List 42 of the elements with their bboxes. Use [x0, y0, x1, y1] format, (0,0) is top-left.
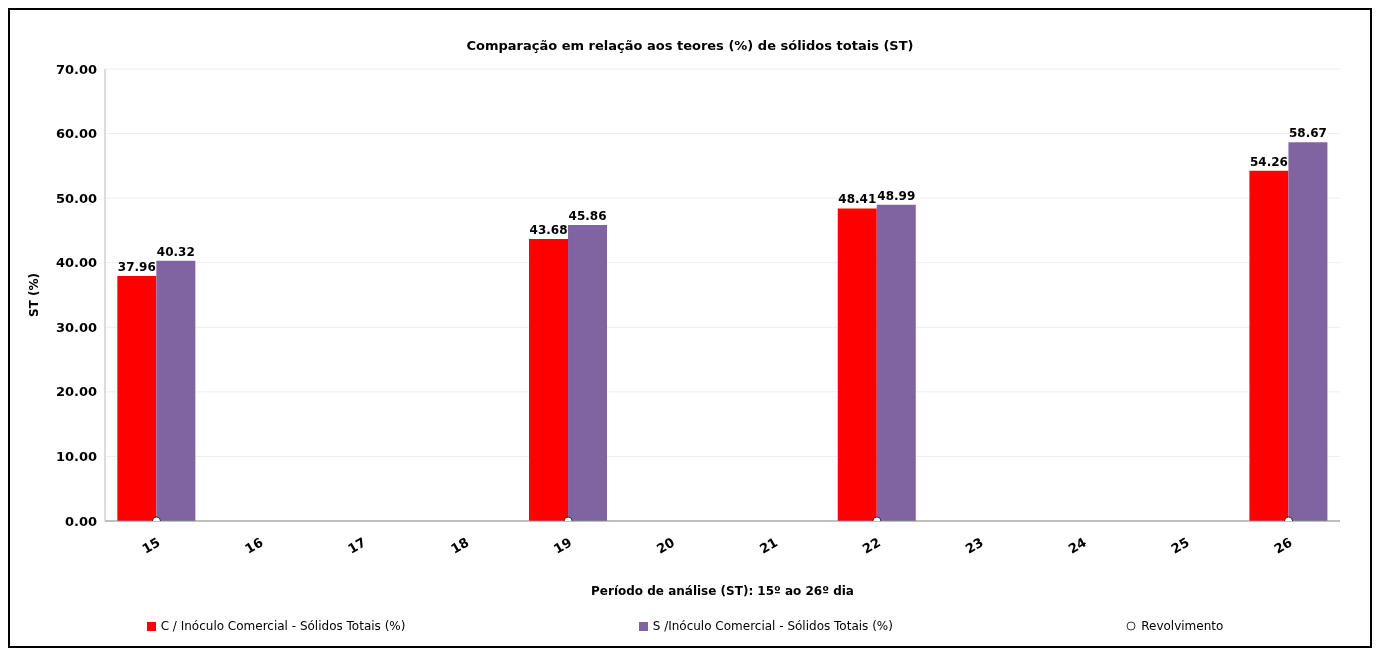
data-label: 48.99 — [877, 188, 916, 203]
data-label: 48.41 — [838, 192, 877, 207]
bar — [529, 238, 569, 521]
x-tick-label: 25 — [1168, 534, 1192, 557]
x-tick-label: 19 — [551, 534, 575, 557]
data-label: 37.96 — [117, 259, 156, 274]
x-tick-label: 26 — [1271, 534, 1295, 557]
y-tick-label: 70.00 — [55, 61, 97, 77]
data-label: 40.32 — [156, 244, 195, 259]
bar — [568, 224, 608, 521]
bar — [837, 208, 877, 521]
y-axis-title: ST (%) — [27, 273, 42, 317]
x-tick-label: 15 — [139, 534, 163, 557]
data-label: 45.86 — [568, 208, 607, 223]
data-label: 43.68 — [529, 222, 568, 237]
y-tick-label: 30.00 — [55, 319, 97, 335]
x-tick-label: 18 — [448, 534, 472, 557]
y-tick-label: 40.00 — [55, 255, 97, 271]
x-tick-label: 22 — [859, 534, 883, 557]
bar — [1288, 142, 1328, 521]
x-tick-label: 16 — [242, 534, 266, 557]
y-tick-label: 50.00 — [55, 190, 97, 206]
y-tick-label: 10.00 — [55, 449, 97, 465]
x-tick-label: 21 — [756, 534, 781, 557]
x-tick-label: 20 — [653, 534, 678, 557]
y-tick-label: 20.00 — [55, 384, 97, 400]
y-tick-label: 0.00 — [64, 513, 97, 529]
x-tick-label: 23 — [962, 534, 986, 557]
x-axis-title: Período de análise (ST): 15º ao 26º dia — [591, 584, 854, 598]
legend-label: Revolvimento — [1140, 619, 1224, 633]
data-label: 58.67 — [1288, 126, 1327, 141]
x-tick-label: 17 — [345, 534, 369, 557]
data-label: 54.26 — [1249, 154, 1288, 169]
legend-label: S /Inóculo Comercial - Sólidos Totais (%) — [651, 619, 893, 633]
x-tick-label: 24 — [1065, 534, 1089, 557]
y-tick-label: 60.00 — [55, 126, 97, 142]
bar — [1249, 170, 1289, 521]
chart-title: Comparação em relação aos teores (%) de sólidos totais (ST) — [465, 38, 915, 53]
bar — [876, 204, 916, 521]
bar — [156, 260, 196, 521]
bar — [117, 275, 157, 521]
legend-label: C / Inóculo Comercial - Sólidos Totais (%) — [159, 619, 406, 633]
